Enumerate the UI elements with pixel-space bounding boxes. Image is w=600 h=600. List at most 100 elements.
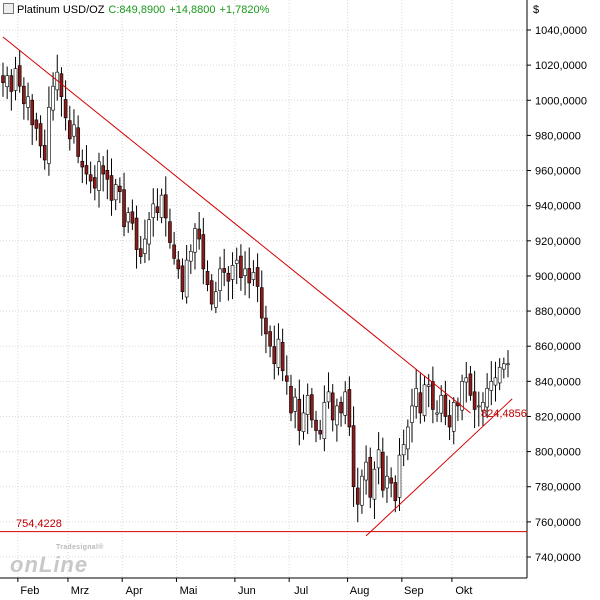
candle-up [502, 363, 506, 370]
candle-down [176, 259, 181, 270]
candle-down [80, 160, 85, 168]
trend-line[interactable] [2, 36, 471, 414]
candle-up [218, 268, 222, 291]
candle-up [243, 268, 247, 276]
candle-down [222, 268, 226, 273]
candle-down [122, 189, 126, 228]
candle-down [318, 430, 322, 435]
candle-down [155, 206, 160, 213]
candle-down [101, 165, 105, 175]
candle-up [489, 381, 494, 391]
y-tick-label: 760,0000 [535, 517, 581, 529]
candle-down [259, 287, 264, 319]
candle-down [285, 375, 289, 382]
candle-down [1, 75, 5, 83]
candle-up [335, 405, 339, 426]
trend-line[interactable] [365, 398, 513, 537]
trend-level-label: 824,4856 [481, 408, 527, 420]
candle-down [201, 234, 206, 270]
candle-up [51, 85, 55, 111]
candle-up [5, 75, 9, 88]
candle-up [439, 395, 444, 414]
currency-label: $ [533, 4, 540, 16]
candle-down [17, 65, 22, 87]
chart-title-bar: Platinum USD/OZ C:849,8900 +14,8800 +1,7820… [3, 3, 269, 16]
logo-main-text: onLine [10, 552, 89, 577]
candle-up [406, 426, 410, 450]
y-tick-label: 860,0000 [535, 341, 581, 353]
candle-down [272, 346, 277, 365]
candle-down [355, 487, 360, 505]
candle-down [255, 267, 260, 287]
chart-window-icon[interactable] [3, 3, 14, 14]
candle-down [138, 248, 143, 257]
y-tick-label: 1040,0000 [535, 25, 587, 37]
candle-down [9, 75, 14, 92]
y-tick-label: 900,0000 [535, 271, 581, 283]
candle-up [343, 391, 348, 416]
candle-up [147, 219, 151, 245]
candle-down [205, 271, 210, 286]
candle-down [180, 265, 185, 293]
candle-up [322, 402, 327, 439]
close-price: C:849,8900 [108, 4, 166, 16]
candle-down [289, 385, 293, 414]
candle-up [451, 402, 456, 432]
candle-up [13, 68, 18, 91]
x-tick-label: Feb [20, 585, 39, 597]
candle-down [468, 373, 473, 396]
logo-small-text: Tradesignal® [56, 544, 104, 551]
candle-down [268, 331, 272, 347]
candle-down [88, 174, 93, 182]
x-tick-label: Apr [126, 585, 143, 597]
candle-up [481, 402, 485, 412]
candle-up [476, 405, 481, 408]
candle-down [109, 175, 114, 201]
candle-up [364, 461, 368, 481]
candle-up [385, 475, 389, 489]
candle-down [431, 381, 435, 410]
candle-up [159, 194, 164, 218]
candle-down [393, 482, 398, 502]
candle-down [280, 342, 285, 372]
candle-up [72, 124, 76, 137]
candle-up [305, 395, 310, 415]
candle-down [38, 123, 43, 147]
candle-down [84, 165, 89, 175]
candle-up [113, 184, 118, 201]
candle-up [214, 291, 218, 308]
candle-down [314, 419, 318, 431]
y-tick-label: 980,0000 [535, 130, 581, 142]
y-tick-label: 840,0000 [535, 376, 581, 388]
candle-up [435, 412, 439, 415]
y-tick-label: 740,0000 [535, 552, 581, 564]
x-tick-label: Sep [404, 585, 424, 597]
candle-up [230, 265, 235, 280]
y-tick-label: 920,0000 [535, 236, 581, 248]
x-tick-label: Okt [455, 585, 472, 597]
candle-up [497, 366, 502, 384]
candle-up [189, 251, 193, 262]
y-tick-label: 940,0000 [535, 201, 581, 213]
tradesignal-online-logo: Tradesignal® onLine [8, 544, 118, 580]
price-change-percent: +1,7820% [219, 4, 270, 16]
candle-down [134, 217, 139, 250]
candle-up [464, 377, 469, 383]
y-tick-label: 960,0000 [535, 166, 581, 178]
candle-down [197, 228, 201, 240]
candle-down [472, 391, 477, 410]
candle-down [22, 85, 26, 105]
x-tick-label: Jun [238, 585, 256, 597]
candle-down [310, 394, 314, 421]
candle-up [293, 396, 297, 412]
candle-down [67, 120, 72, 140]
y-tick-label: 820,0000 [535, 411, 581, 423]
candle-down [93, 177, 97, 189]
x-tick-label: Mrz [71, 585, 89, 597]
candle-up [422, 384, 427, 416]
x-tick-label: Aug [350, 585, 370, 597]
candle-up [234, 259, 239, 264]
x-tick-label: Mai [180, 585, 198, 597]
candle-up [301, 412, 306, 432]
